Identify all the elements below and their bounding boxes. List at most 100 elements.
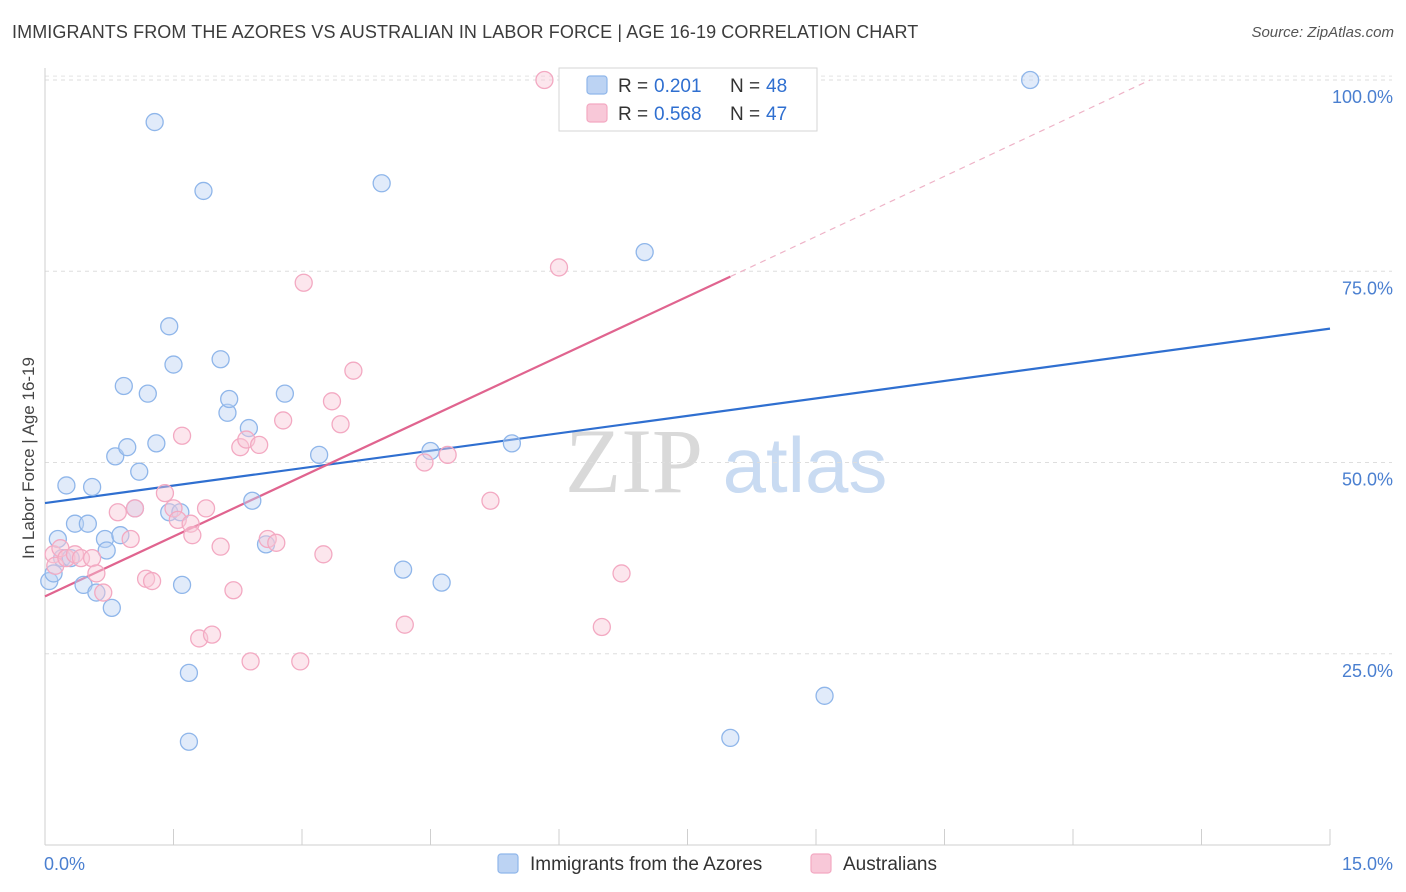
point-australians bbox=[224, 581, 243, 600]
point-australians bbox=[395, 615, 414, 634]
chart-title: IMMIGRANTS FROM THE AZORES VS AUSTRALIAN… bbox=[12, 22, 919, 42]
point-australians bbox=[331, 415, 350, 434]
point-azores bbox=[118, 438, 137, 457]
point-australians bbox=[241, 652, 260, 671]
point-azores bbox=[309, 445, 329, 465]
grid-lines bbox=[45, 75, 1392, 655]
point-azores bbox=[44, 564, 63, 583]
point-australians bbox=[155, 483, 175, 503]
point-azores bbox=[87, 583, 106, 602]
point-australians bbox=[267, 533, 286, 552]
point-azores bbox=[421, 441, 440, 461]
point-azores bbox=[432, 573, 451, 592]
point-australians bbox=[181, 514, 200, 533]
point-azores bbox=[721, 728, 740, 748]
stats-legend-n-value-azores: 48 bbox=[766, 76, 787, 97]
point-australians bbox=[202, 625, 222, 644]
point-australians bbox=[142, 571, 162, 591]
point-australians bbox=[481, 491, 500, 510]
x-tick-label: 0.0% bbox=[44, 854, 85, 874]
point-australians bbox=[549, 258, 569, 277]
point-azores bbox=[65, 514, 85, 533]
point-azores bbox=[138, 384, 157, 403]
point-azores bbox=[179, 732, 199, 751]
point-australians bbox=[415, 453, 434, 472]
chart-source: Source: ZipAtlas.com bbox=[1251, 24, 1394, 41]
point-australians bbox=[164, 499, 183, 518]
point-australians bbox=[125, 499, 145, 518]
point-azores bbox=[57, 476, 76, 495]
trend-extension-australians bbox=[730, 79, 1151, 278]
stats-legend-r-label-australians: R = bbox=[618, 104, 648, 125]
stats-legend-n-label-azores: N = bbox=[730, 76, 760, 97]
legend-swatch-azores bbox=[497, 853, 519, 874]
point-azores bbox=[243, 491, 262, 510]
point-australians bbox=[82, 548, 102, 568]
point-azores bbox=[220, 389, 239, 409]
y-tick-label: 25.0% bbox=[1342, 661, 1393, 681]
point-azores bbox=[114, 376, 133, 396]
point-azores bbox=[164, 355, 183, 374]
trend-line-australians bbox=[44, 275, 731, 598]
point-azores bbox=[815, 686, 834, 705]
point-australians bbox=[274, 411, 293, 430]
point-australians bbox=[196, 499, 216, 518]
stats-legend: R = 0.201 N = 48 R = 0.568 N = 47 bbox=[558, 67, 818, 132]
point-australians bbox=[250, 435, 269, 455]
point-azores bbox=[97, 541, 116, 560]
point-australians bbox=[592, 617, 611, 637]
point-azores bbox=[194, 181, 213, 201]
point-australians bbox=[294, 273, 313, 292]
x-tick-labels: 0.0% 15.0% bbox=[44, 854, 1393, 874]
point-azores bbox=[160, 317, 179, 336]
series-legend: Immigrants from the Azores Australians bbox=[497, 853, 937, 875]
watermark-zip: ZIP bbox=[565, 410, 703, 512]
point-australians bbox=[438, 445, 457, 465]
stats-legend-r-label-azores: R = bbox=[618, 76, 648, 97]
stats-legend-swatch-australians bbox=[586, 103, 608, 123]
point-azores bbox=[239, 418, 259, 438]
point-azores bbox=[172, 575, 192, 595]
point-azores bbox=[179, 663, 199, 683]
stats-legend-r-value-australians: 0.568 bbox=[654, 104, 702, 125]
point-australians bbox=[314, 545, 333, 564]
point-azores bbox=[635, 242, 654, 262]
point-australians bbox=[94, 583, 113, 602]
point-australians bbox=[291, 652, 310, 671]
point-azores bbox=[147, 434, 166, 453]
point-azores bbox=[78, 514, 97, 533]
point-azores bbox=[102, 598, 121, 617]
point-azores bbox=[130, 462, 149, 481]
point-australians bbox=[211, 537, 230, 556]
point-azores bbox=[211, 350, 230, 369]
point-australians bbox=[57, 548, 76, 568]
legend-label-australians: Australians bbox=[843, 854, 937, 875]
point-azores bbox=[218, 403, 237, 422]
stats-legend-n-label-australians: N = bbox=[730, 104, 760, 125]
watermark-atlas: atlas bbox=[723, 421, 888, 509]
point-australians bbox=[612, 564, 631, 583]
point-australians bbox=[535, 70, 554, 90]
watermark: ZIP atlas bbox=[565, 410, 887, 512]
point-azores bbox=[275, 384, 295, 403]
point-azores bbox=[372, 174, 391, 193]
point-australians bbox=[172, 426, 192, 445]
x-tick-label: 15.0% bbox=[1342, 854, 1393, 874]
point-azores bbox=[393, 560, 413, 579]
legend-swatch-australians bbox=[810, 853, 832, 874]
point-australians bbox=[322, 392, 342, 411]
data-points bbox=[40, 70, 1040, 751]
point-azores bbox=[502, 434, 522, 453]
point-azores bbox=[145, 112, 164, 132]
point-australians bbox=[121, 529, 140, 549]
y-tick-label: 100.0% bbox=[1332, 87, 1393, 107]
point-azores bbox=[1021, 70, 1040, 90]
point-azores bbox=[106, 447, 125, 466]
stats-legend-n-value-australians: 47 bbox=[766, 104, 787, 125]
y-tick-label: 75.0% bbox=[1342, 278, 1393, 298]
legend-label-azores: Immigrants from the Azores bbox=[530, 854, 762, 875]
point-australians bbox=[344, 361, 363, 380]
y-axis-label: In Labor Force | Age 16-19 bbox=[19, 357, 38, 559]
y-tick-labels: 25.0% 50.0% 75.0% 100.0% bbox=[1332, 87, 1393, 681]
